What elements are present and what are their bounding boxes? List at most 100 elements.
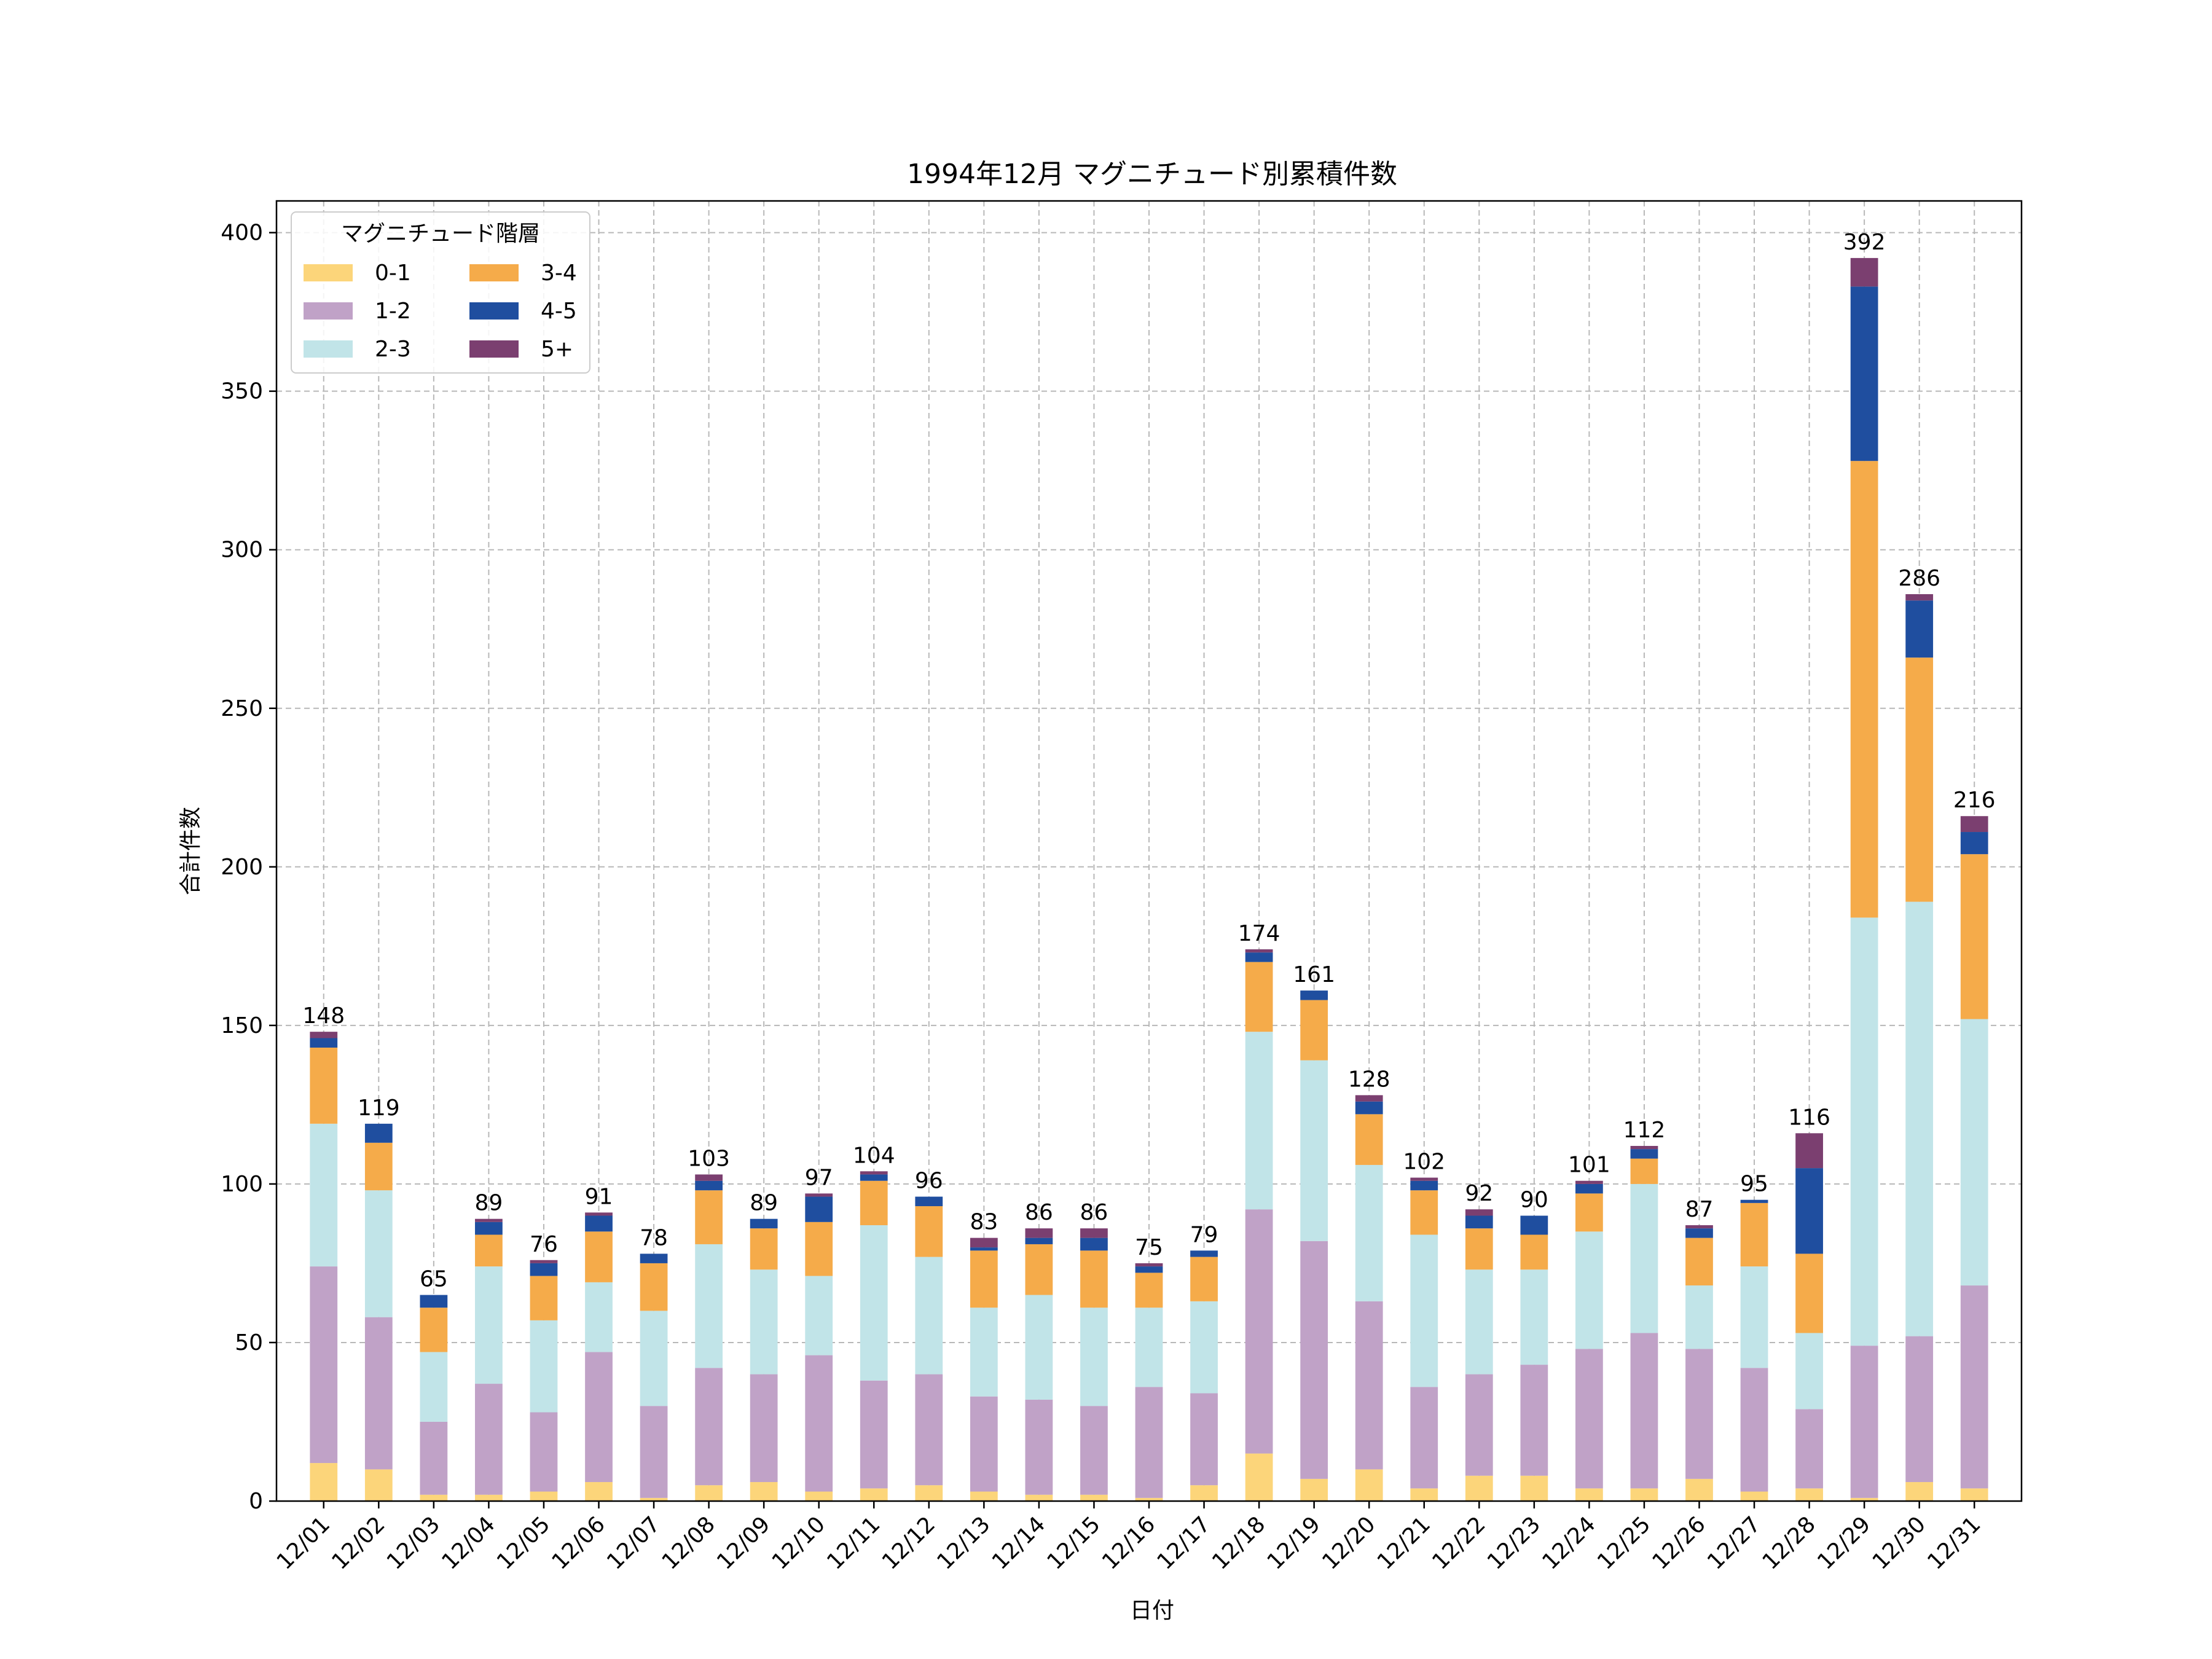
total-label: 86: [1025, 1200, 1053, 1225]
legend-label: 1-2: [375, 299, 411, 324]
bar-12-13-3-4: [970, 1250, 998, 1308]
bar-12-08-1-2: [695, 1368, 723, 1486]
bar-12-24-5+: [1575, 1180, 1603, 1184]
bar-12-31-2-3: [1960, 1019, 1988, 1286]
total-label: 119: [358, 1096, 400, 1121]
total-label: 65: [420, 1267, 448, 1292]
y-tick-label: 150: [221, 1013, 263, 1038]
bar-12-12-0-1: [915, 1485, 943, 1501]
bar-12-21-3-4: [1410, 1190, 1438, 1235]
bar-12-29-4-5: [1850, 286, 1878, 461]
total-label: 89: [475, 1191, 503, 1216]
bar-12-06-0-1: [585, 1482, 613, 1501]
total-label: 83: [970, 1210, 998, 1235]
bar-12-27-2-3: [1740, 1266, 1768, 1368]
bar-12-31-4-5: [1960, 832, 1988, 855]
total-label: 104: [853, 1143, 895, 1168]
x-tick-label: 12/31: [1923, 1512, 1985, 1574]
legend-label: 3-4: [541, 261, 577, 286]
legend: マグニチュード階層 0-1 1-2 2-3 3-4 4-5 5+: [291, 211, 590, 374]
bar-12-19-4-5: [1300, 990, 1328, 1000]
bar-12-28-4-5: [1795, 1168, 1823, 1254]
bar-12-03-0-1: [420, 1494, 448, 1501]
x-tick-label: 12/01: [272, 1512, 335, 1574]
y-tick-label: 250: [221, 696, 263, 721]
x-tick-label: 12/27: [1703, 1512, 1765, 1574]
total-label: 75: [1135, 1235, 1163, 1260]
bar-12-23-2-3: [1520, 1269, 1548, 1365]
bar-12-10-0-1: [805, 1491, 833, 1501]
bar-12-19-1-2: [1300, 1241, 1328, 1479]
bar-12-09-3-4: [750, 1228, 778, 1270]
x-tick-label: 12/05: [492, 1512, 555, 1574]
bar-12-30-0-1: [1905, 1482, 1934, 1501]
bar-12-17-1-2: [1190, 1393, 1218, 1486]
bar-12-26-2-3: [1685, 1285, 1713, 1349]
bar-12-28-1-2: [1795, 1409, 1823, 1489]
y-tick-label: 350: [221, 379, 263, 404]
bar-12-16-1-2: [1135, 1387, 1163, 1498]
x-tick-label: 12/14: [987, 1512, 1050, 1574]
bar-12-26-3-4: [1685, 1237, 1713, 1286]
x-tick-label: 12/25: [1593, 1512, 1655, 1574]
bar-12-29-2-3: [1850, 917, 1878, 1346]
x-tick-label: 12/07: [602, 1512, 665, 1574]
x-tick-label: 12/17: [1153, 1512, 1215, 1574]
bar-12-03-2-3: [420, 1352, 448, 1422]
bar-12-16-5+: [1135, 1263, 1163, 1267]
bar-12-24-2-3: [1575, 1231, 1603, 1349]
x-tick-label: 12/02: [327, 1512, 390, 1574]
bar-12-12-1-2: [915, 1374, 943, 1486]
total-label: 76: [530, 1232, 558, 1257]
x-axis-label: 日付: [1130, 1598, 1174, 1623]
bar-12-25-2-3: [1630, 1183, 1658, 1333]
total-label: 91: [585, 1184, 613, 1209]
bar-12-07-0-1: [640, 1497, 668, 1501]
bar-12-06-1-2: [585, 1352, 613, 1483]
bar-12-10-5+: [805, 1193, 833, 1197]
x-tick-label: 12/29: [1813, 1512, 1875, 1574]
bar-12-17-2-3: [1190, 1301, 1218, 1394]
bar-12-26-5+: [1685, 1225, 1713, 1229]
bar-12-22-2-3: [1465, 1269, 1493, 1375]
bar-12-12-4-5: [915, 1196, 943, 1207]
total-label: 103: [688, 1146, 730, 1171]
legend-label: 5+: [541, 337, 573, 362]
bar-12-21-0-1: [1410, 1488, 1438, 1501]
bar-12-31-1-2: [1960, 1285, 1988, 1489]
bar-12-29-0-1: [1850, 1497, 1878, 1501]
x-tick-label: 12/20: [1317, 1512, 1380, 1574]
bar-12-30-3-4: [1905, 657, 1934, 902]
bar-12-16-3-4: [1135, 1273, 1163, 1308]
bar-12-04-4-5: [475, 1222, 503, 1235]
bar-12-19-0-1: [1300, 1478, 1328, 1501]
legend-swatch-2-3: [304, 340, 353, 358]
bar-12-28-0-1: [1795, 1488, 1823, 1501]
bar-12-25-3-4: [1630, 1158, 1658, 1184]
total-label: 128: [1348, 1067, 1390, 1092]
bar-12-04-0-1: [475, 1494, 503, 1501]
x-tick-label: 12/16: [1097, 1512, 1160, 1574]
bar-12-24-3-4: [1575, 1193, 1603, 1232]
x-tick-label: 12/04: [437, 1512, 500, 1574]
bar-12-19-3-4: [1300, 1000, 1328, 1061]
bar-12-22-0-1: [1465, 1475, 1493, 1501]
total-label: 96: [915, 1169, 943, 1194]
bar-12-05-1-2: [530, 1412, 558, 1492]
bar-12-18-0-1: [1245, 1453, 1273, 1501]
bar-12-13-2-3: [970, 1308, 998, 1397]
bar-12-02-2-3: [364, 1190, 393, 1317]
bar-12-27-1-2: [1740, 1368, 1768, 1492]
bar-12-20-2-3: [1355, 1164, 1383, 1301]
bar-12-16-0-1: [1135, 1497, 1163, 1501]
bar-12-13-5+: [970, 1237, 998, 1248]
bar-12-09-2-3: [750, 1269, 778, 1375]
bar-12-01-3-4: [310, 1047, 338, 1124]
bar-12-02-4-5: [364, 1123, 393, 1143]
total-label: 148: [302, 1003, 345, 1029]
bar-12-15-5+: [1080, 1228, 1108, 1238]
bar-12-21-5+: [1410, 1177, 1438, 1181]
bar-12-03-3-4: [420, 1308, 448, 1352]
bar-12-22-3-4: [1465, 1228, 1493, 1270]
